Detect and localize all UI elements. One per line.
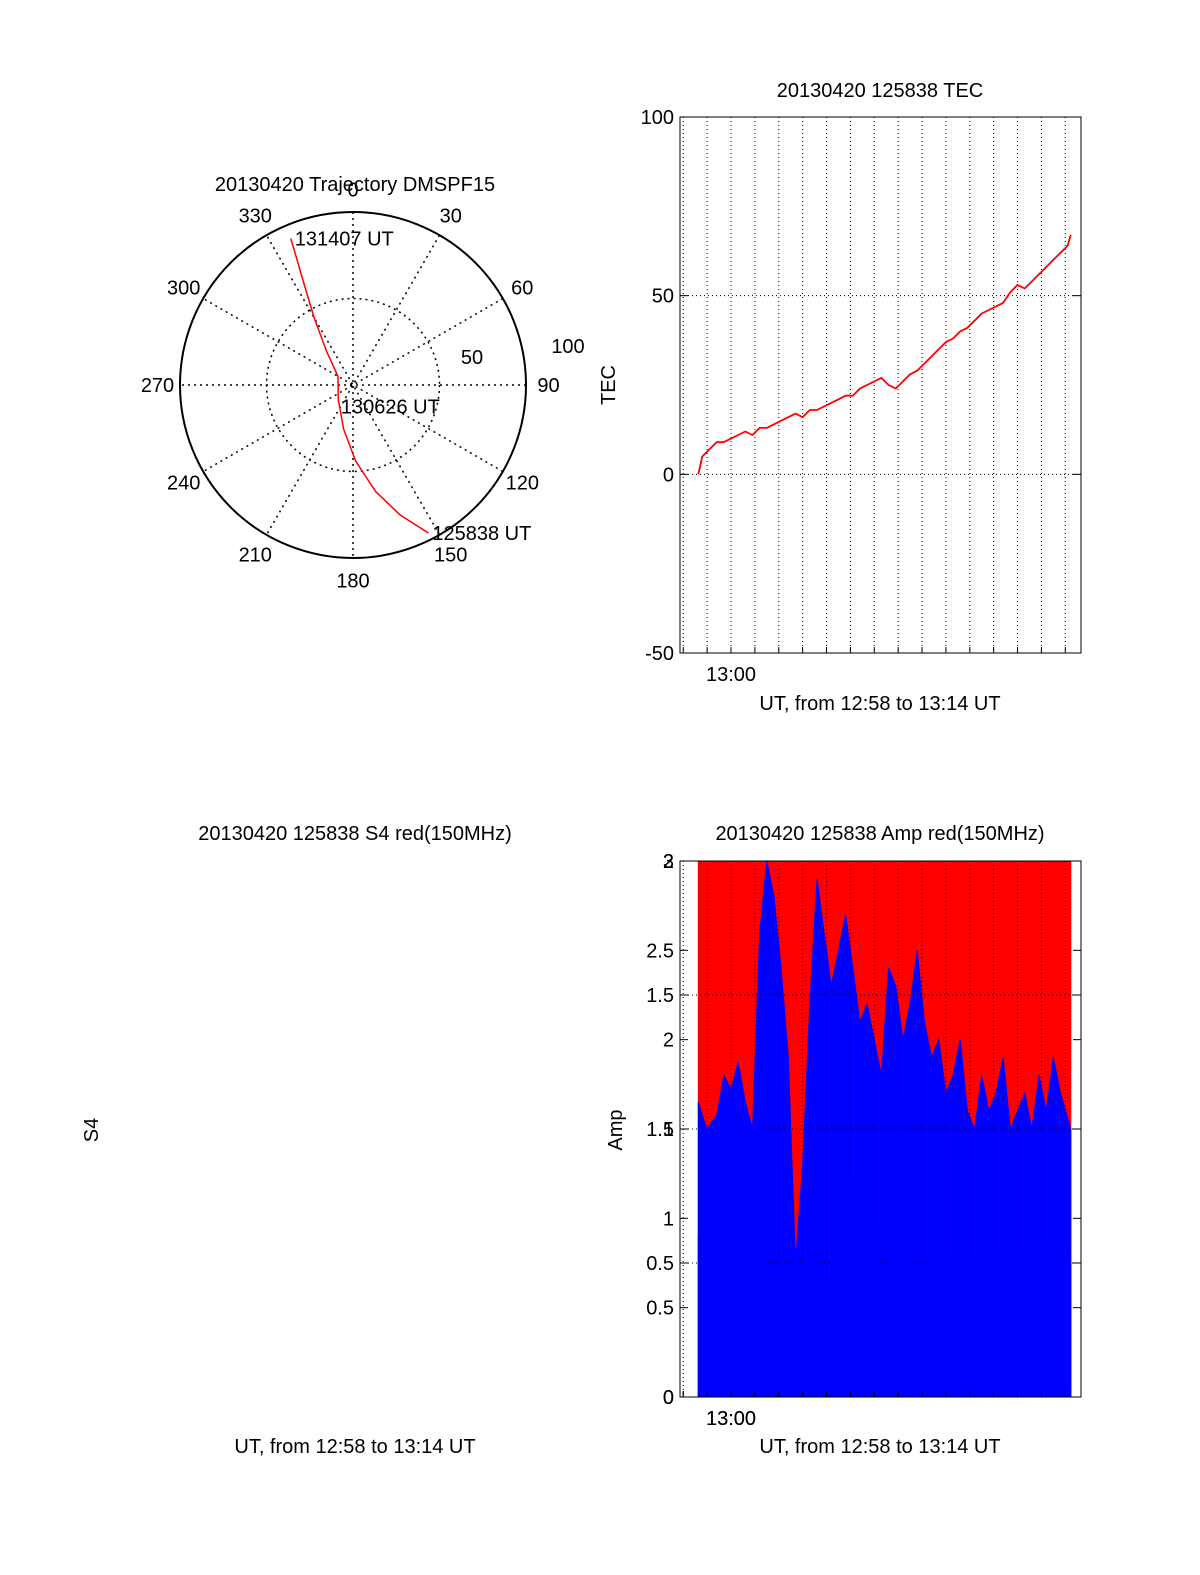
- y-tick-label: 2: [663, 1030, 674, 1052]
- polar-radial-label: 100: [551, 336, 584, 358]
- polar-azimuth-label: 0: [347, 180, 358, 202]
- tec-xlabel: UT, from 12:58 to 13:14 UT: [759, 693, 1000, 715]
- polar-azimuth-label: 60: [511, 277, 533, 299]
- y-tick-label: 0: [663, 1387, 674, 1409]
- polar-trajectory: [290, 238, 429, 534]
- polar-azimuth-label: 270: [141, 375, 174, 397]
- tec-plot-area: -50 0 50 100 13:00: [641, 107, 1082, 686]
- polar-time-annotation: 125838 UT: [432, 523, 531, 545]
- y-tick-label: 1: [663, 1208, 674, 1230]
- tec-panel: 20130420 125838 TEC TEC UT, from 12:58 t…: [598, 80, 1082, 715]
- s4-panel: 20130420 125838 S4 red(150MHz) S4 UT, fr…: [81, 823, 512, 1458]
- y-tick-label: 100: [641, 107, 674, 129]
- polar-grid: [179, 211, 527, 559]
- series-area-0: [697, 1061, 1072, 1398]
- y-tick-label: 2: [663, 851, 674, 873]
- polar-radial-label: 50: [461, 347, 483, 369]
- y-tick-label: 0: [663, 464, 674, 486]
- x-tick-label: 13:00: [706, 1408, 756, 1430]
- y-tick-label: 1.5: [646, 985, 674, 1007]
- y-tick-label: -50: [645, 643, 674, 665]
- polar-spoke: [202, 297, 504, 473]
- s4-xlabel: UT, from 12:58 to 13:14 UT: [234, 1436, 475, 1458]
- polar-azimuth-labels: 0 30 60 90 120 150 180 210 240 270 300 330: [141, 180, 560, 593]
- polar-azimuth-label: 150: [434, 544, 467, 566]
- y-tick-label: 2.5: [646, 940, 674, 962]
- polar-spoke: [265, 234, 441, 536]
- polar-azimuth-label: 300: [167, 277, 200, 299]
- amp-panel: 20130420 125838 Amp red(150MHz) Amp UT, …: [605, 823, 1082, 1458]
- series-line-0: [697, 234, 1072, 475]
- x-tick-label: 13:00: [706, 1408, 756, 1430]
- y-tick-label: 0.5: [646, 1253, 674, 1275]
- polar-panel: 20130420 Trajectory DMSPF15 0 30 60 90 120 15…: [141, 174, 585, 592]
- tec-title: 20130420 125838 TEC: [777, 80, 983, 102]
- polar-radial-labels: 50 100: [461, 336, 585, 369]
- polar-trajectory-line: [290, 238, 429, 534]
- polar-azimuth-label: 90: [537, 375, 559, 397]
- plot-frame: [679, 116, 1082, 654]
- y-tick-label: 1: [663, 1119, 674, 1141]
- polar-azimuth-label: 330: [239, 206, 272, 228]
- amp-xlabel: UT, from 12:58 to 13:14 UT: [759, 1436, 1000, 1458]
- polar-annotations: 131407 UT 130626 UT 125838 UT: [295, 228, 532, 544]
- polar-azimuth-label: 30: [440, 206, 462, 228]
- y-tick-label: 1.5: [646, 1119, 674, 1141]
- polar-azimuth-label: 180: [336, 570, 369, 592]
- polar-spoke: [265, 234, 441, 536]
- polar-spoke: [202, 297, 504, 473]
- s4-ylabel: S4: [81, 1118, 103, 1142]
- s4-title: 20130420 125838 S4 red(150MHz): [198, 823, 512, 845]
- y-tick-label: 3: [663, 851, 674, 873]
- y-tick-label: 50: [652, 286, 674, 308]
- polar-azimuth-label: 120: [506, 473, 539, 495]
- polar-title: 20130420 Trajectory DMSPF15: [215, 174, 495, 196]
- polar-azimuth-label: 210: [239, 544, 272, 566]
- polar-azimuth-label: 240: [167, 473, 200, 495]
- y-tick-label: 0: [663, 1387, 674, 1409]
- x-tick-label: 13:00: [706, 664, 756, 686]
- polar-time-annotation: 130626 UT: [341, 397, 440, 419]
- amp-ylabel: Amp: [605, 1109, 627, 1150]
- polar-time-annotation: 131407 UT: [295, 228, 394, 250]
- tec-ylabel: TEC: [598, 365, 620, 405]
- amp-title: 20130420 125838 Amp red(150MHz): [715, 823, 1044, 845]
- polar-grid-circle-50: [265, 297, 441, 473]
- y-tick-label: 0.5: [646, 1298, 674, 1320]
